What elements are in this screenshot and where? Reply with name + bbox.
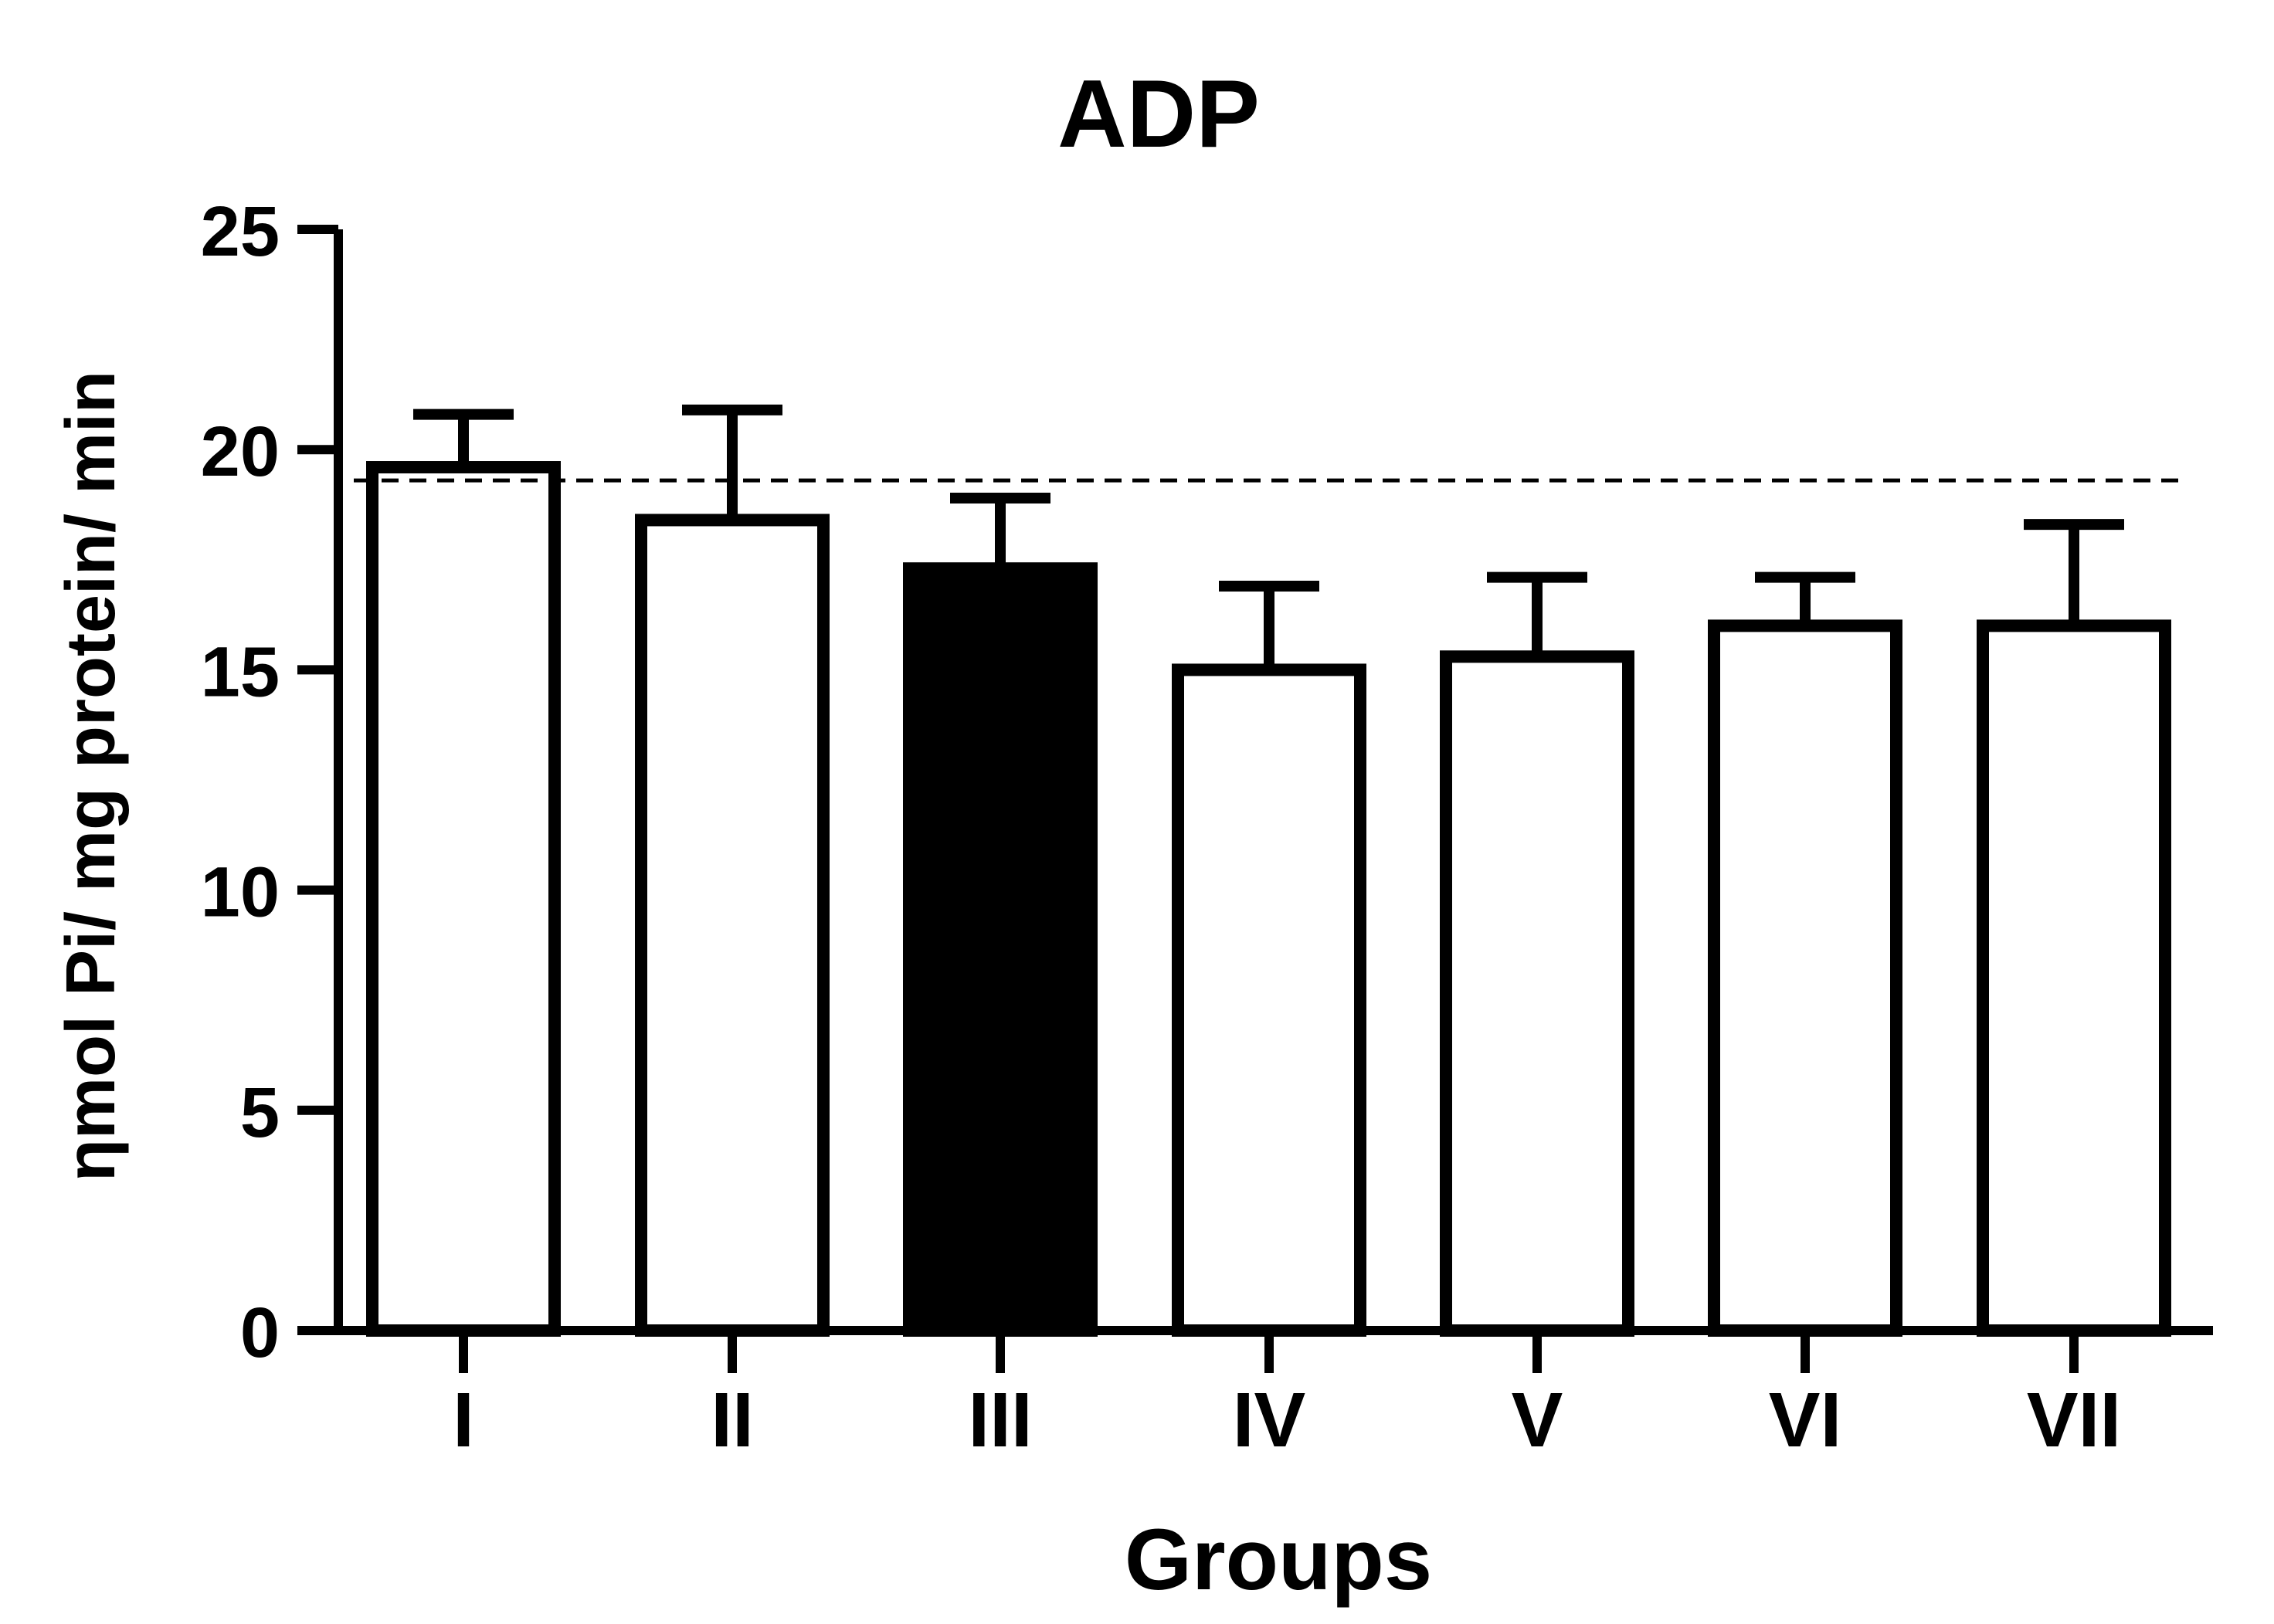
x-tick-label-i: I	[453, 1377, 474, 1463]
error-bars-layer	[413, 404, 2124, 670]
x-axis-title: Groups	[1125, 1511, 1432, 1608]
bar-ii	[635, 514, 830, 1337]
axes-layer	[297, 229, 2213, 1335]
bar-iii	[903, 562, 1098, 1337]
y-tick-label-15: 15	[201, 632, 280, 711]
x-tick-label-iv: IV	[1233, 1377, 1306, 1463]
chart-title: ADP	[1057, 61, 1260, 168]
x-tick-label-iii: III	[968, 1377, 1032, 1463]
y-tick-label-0: 0	[240, 1293, 280, 1372]
bar-vi	[1708, 619, 1902, 1337]
bar-i	[366, 461, 561, 1337]
bar-v	[1440, 650, 1634, 1337]
y-ticks-layer: 0 5 10 15 20 25	[201, 192, 338, 1372]
bar-vii	[1977, 619, 2171, 1337]
y-tick-label-25: 25	[201, 192, 280, 271]
x-tick-label-vi: VI	[1769, 1377, 1841, 1463]
y-tick-label-5: 5	[240, 1073, 280, 1152]
x-ticks-layer: I II III IV V VI VII	[453, 1331, 2121, 1463]
y-tick-label-10: 10	[201, 853, 280, 932]
bar-iv	[1172, 663, 1366, 1337]
y-axis-title: ηmol Pi/ mg protein/ min	[53, 371, 130, 1182]
x-tick-label-vii: VII	[2027, 1377, 2121, 1463]
y-tick-label-20: 20	[201, 412, 280, 491]
x-tick-label-ii: II	[711, 1377, 754, 1463]
x-tick-label-v: V	[1512, 1377, 1563, 1463]
